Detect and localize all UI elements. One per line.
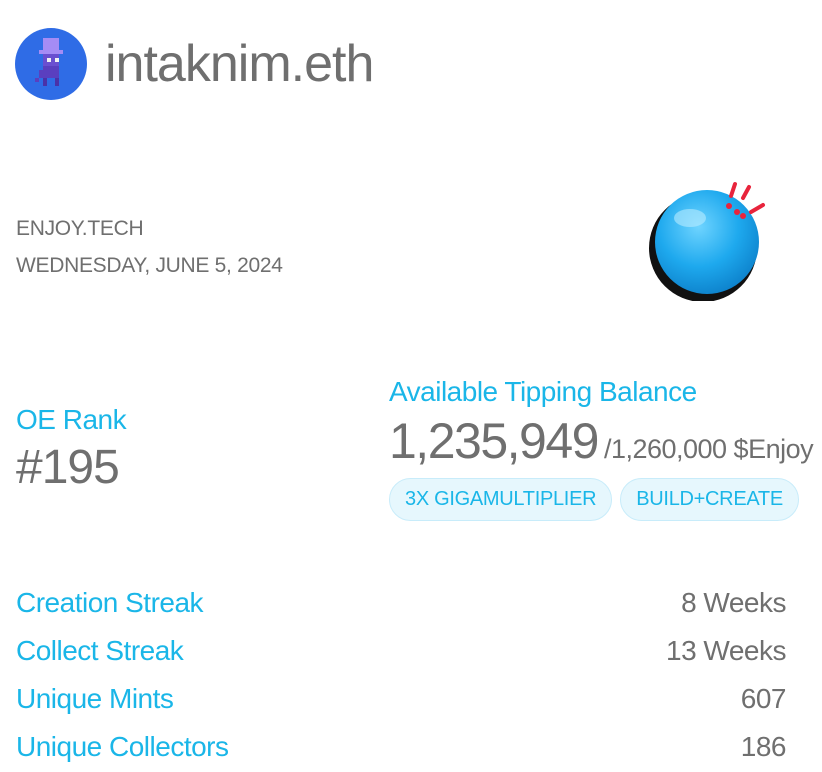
stat-row-unique-collectors: Unique Collectors 186 [16, 723, 787, 771]
stats-list: Creation Streak 8 Weeks Collect Streak 1… [16, 579, 787, 771]
brand-date-block: ENJOY.TECH WEDNESDAY, JUNE 5, 2024 [16, 210, 283, 284]
rank-value: #195 [16, 441, 120, 494]
stat-label: Collect Streak [16, 635, 184, 666]
brand-label: ENJOY.TECH [16, 217, 144, 240]
oe-rank: OE Rank #195 [16, 404, 127, 495]
blue-ball-icon [645, 176, 770, 302]
avatar[interactable] [15, 28, 87, 100]
stat-row-creation-streak: Creation Streak 8 Weeks [16, 579, 786, 627]
stat-row-unique-mints: Unique Mints 607 [16, 675, 787, 723]
balance-total: /1,260,000 $Enjoy [603, 434, 814, 464]
tipping-balance: Available Tipping Balance 1,235,949 /1,2… [389, 376, 814, 521]
build-create-badge: BUILD+CREATE [620, 478, 799, 521]
stat-label: Creation Streak [16, 587, 204, 618]
stat-value: 8 Weeks [681, 587, 786, 618]
balance-value: 1,235,949 [389, 413, 599, 469]
rank-label: OE Rank [16, 404, 127, 435]
balance-row: 1,235,949 /1,260,000 $Enjoy [389, 412, 814, 470]
stat-value: 186 [740, 731, 787, 762]
balance-label: Available Tipping Balance [389, 376, 697, 407]
stat-value: 607 [740, 683, 787, 714]
stat-value: 13 Weeks [666, 635, 787, 666]
badge-list: 3X GIGAMULTIPLIER BUILD+CREATE [389, 478, 813, 521]
date-label: WEDNESDAY, JUNE 5, 2024 [16, 254, 283, 277]
stat-label: Unique Mints [16, 683, 174, 714]
username: intaknim.eth [105, 35, 374, 93]
stat-label: Unique Collectors [16, 731, 229, 762]
multiplier-badge: 3X GIGAMULTIPLIER [389, 478, 613, 521]
stat-row-collect-streak: Collect Streak 13 Weeks [16, 627, 787, 675]
profile-header: intaknim.eth [15, 28, 374, 100]
purple-pixel-character-icon [35, 38, 63, 86]
